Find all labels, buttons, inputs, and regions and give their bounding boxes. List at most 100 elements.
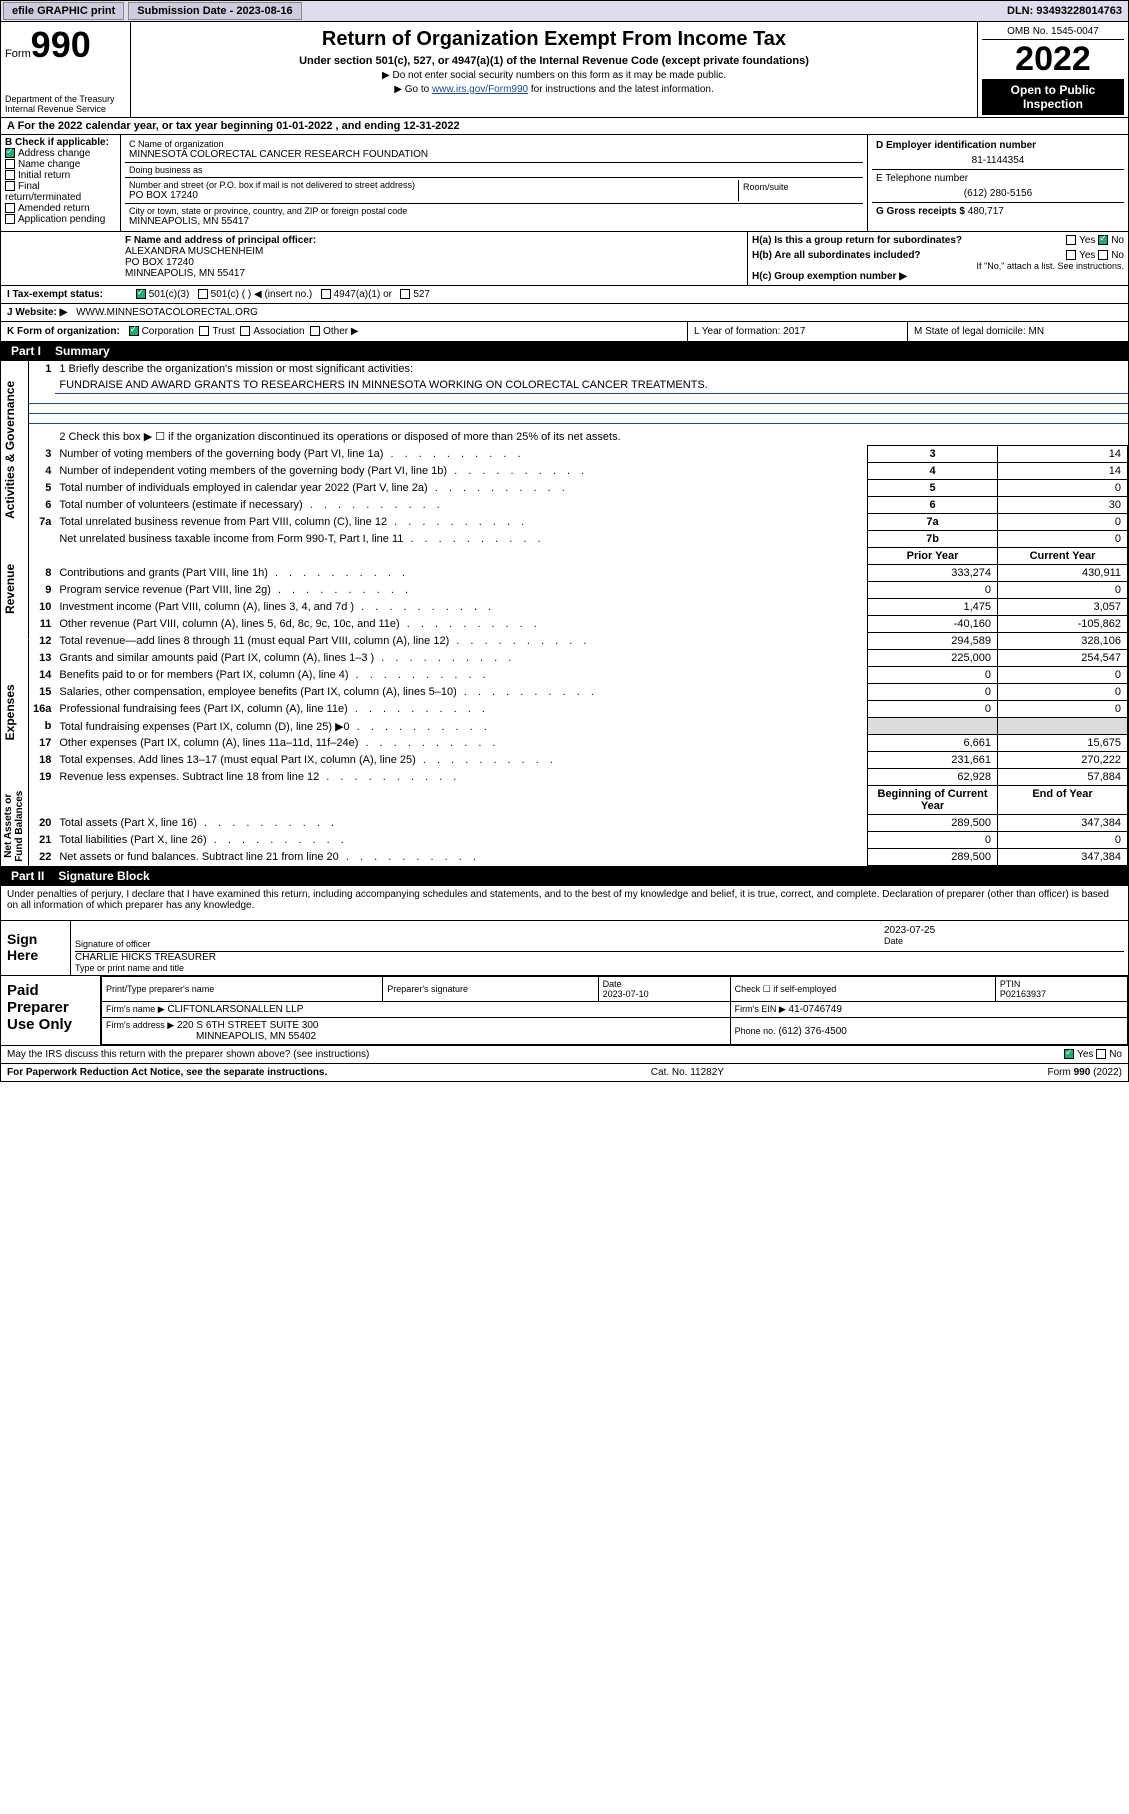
- line1-label: 1 Briefly describe the organization's mi…: [55, 361, 1127, 377]
- prior-val: 0: [868, 832, 998, 849]
- line-desc: Total revenue—add lines 8 through 11 (mu…: [55, 633, 859, 650]
- line-val: 0: [998, 514, 1128, 531]
- line-num: 11: [29, 616, 55, 633]
- line-num: 6: [29, 497, 55, 514]
- line-desc: Grants and similar amounts paid (Part IX…: [55, 650, 859, 667]
- officer-name-title: CHARLIE HICKS TREASURER: [75, 952, 1124, 963]
- box-h: H(a) Is this a group return for subordin…: [748, 232, 1128, 285]
- line-desc: Net unrelated business taxable income fr…: [55, 531, 867, 548]
- rowk-checkbox-0[interactable]: [129, 326, 139, 336]
- boxb-checkbox-5[interactable]: [5, 214, 15, 224]
- form-title: Return of Organization Exempt From Incom…: [135, 28, 973, 51]
- part1-title: Summary: [55, 344, 110, 358]
- current-val: -105,862: [998, 616, 1128, 633]
- prior-val: 289,500: [868, 815, 998, 832]
- may-yes-checkbox[interactable]: [1064, 1049, 1074, 1059]
- form-title-block: Return of Organization Exempt From Incom…: [131, 22, 978, 117]
- line-desc: Total fundraising expenses (Part IX, col…: [55, 718, 859, 735]
- mission-text: FUNDRAISE AND AWARD GRANTS TO RESEARCHER…: [55, 377, 1127, 394]
- boxb-checkbox-4[interactable]: [5, 203, 15, 213]
- hb-yes-checkbox[interactable]: [1066, 250, 1076, 260]
- phone-label: E Telephone number: [876, 173, 1120, 184]
- part1-header: Part I Summary: [0, 342, 1129, 361]
- firm-name-label: Firm's name ▶: [106, 1004, 165, 1014]
- sign-here-label: Sign Here: [1, 921, 71, 975]
- line-desc: Total unrelated business revenue from Pa…: [55, 514, 867, 531]
- org-name-label: C Name of organization: [129, 139, 859, 149]
- ein-label: D Employer identification number: [876, 140, 1120, 151]
- rowk-opt-0: Corporation: [142, 326, 194, 337]
- boxb-label-4: Amended return: [18, 203, 90, 214]
- rowk-checkbox-1[interactable]: [199, 326, 209, 336]
- rowi-checkbox-0[interactable]: [136, 289, 146, 299]
- may-no-checkbox[interactable]: [1096, 1049, 1106, 1059]
- rowk-checkbox-3[interactable]: [310, 326, 320, 336]
- prior-val: 289,500: [868, 849, 998, 866]
- sig-date-label: Date: [884, 936, 1124, 946]
- prior-val: 294,589: [868, 633, 998, 650]
- irs-link[interactable]: www.irs.gov/Form990: [432, 84, 528, 95]
- boxb-checkbox-1[interactable]: [5, 159, 15, 169]
- part1-label: Part I: [11, 344, 41, 358]
- line-num: 16a: [29, 701, 55, 718]
- line-box: 4: [868, 463, 998, 480]
- footer-mid: Cat. No. 11282Y: [651, 1067, 724, 1078]
- section-bcdeg: B Check if applicable: Address changeNam…: [0, 135, 1129, 232]
- boxb-checkbox-2[interactable]: [5, 170, 15, 180]
- current-year-header: Current Year: [998, 548, 1128, 565]
- ha-no-checkbox[interactable]: [1098, 235, 1108, 245]
- firm-ein-label: Firm's EIN ▶: [735, 1004, 786, 1014]
- line-desc: Total number of individuals employed in …: [55, 480, 867, 497]
- box-c: C Name of organization MINNESOTA COLOREC…: [121, 135, 868, 231]
- dln-label: DLN:: [1007, 5, 1036, 17]
- line-desc: Other revenue (Part VIII, column (A), li…: [55, 616, 859, 633]
- efile-print-button[interactable]: efile GRAPHIC print: [3, 2, 124, 20]
- boxb-checkbox-0[interactable]: [5, 148, 15, 158]
- rowi-checkbox-3[interactable]: [400, 289, 410, 299]
- form-header: Form990 Department of the Treasury Inter…: [0, 22, 1129, 118]
- line-box: 7b: [868, 531, 998, 548]
- pp-h1: Preparer's signature: [383, 977, 598, 1002]
- rowi-checkbox-2[interactable]: [321, 289, 331, 299]
- boxb-label-5: Application pending: [18, 214, 105, 225]
- prior-val: 0: [868, 684, 998, 701]
- line-num: 7a: [29, 514, 55, 531]
- row-i: I Tax-exempt status: 501(c)(3) 501(c) ( …: [0, 286, 1129, 304]
- gross-receipts-label: G Gross receipts $: [876, 206, 965, 217]
- spacer: [1, 232, 121, 285]
- line-desc: Total number of volunteers (estimate if …: [55, 497, 867, 514]
- form-number: 990: [31, 24, 91, 65]
- pp-h2: Date: [603, 979, 622, 989]
- current-val: 347,384: [998, 849, 1128, 866]
- hb-note: If "No," attach a list. See instructions…: [752, 261, 1124, 271]
- rowk-checkbox-2[interactable]: [240, 326, 250, 336]
- line-num: 9: [29, 582, 55, 599]
- firm-phone: (612) 376-4500: [778, 1026, 846, 1037]
- current-val: [998, 718, 1128, 735]
- prior-val: 0: [868, 701, 998, 718]
- city-label: City or town, state or province, country…: [129, 206, 859, 216]
- rowi-opt-0: 501(c)(3): [149, 289, 190, 300]
- declaration-text: Under penalties of perjury, I declare th…: [7, 889, 1122, 911]
- ha-no-label: No: [1111, 235, 1124, 246]
- line-val: 0: [998, 531, 1128, 548]
- boxb-checkbox-3[interactable]: [5, 181, 15, 191]
- sig-officer-label: Signature of officer: [75, 939, 884, 949]
- line-num: [29, 531, 55, 548]
- ha-yes-checkbox[interactable]: [1066, 235, 1076, 245]
- dln-value: 93493228014763: [1036, 5, 1122, 17]
- boxb-label-2: Initial return: [18, 170, 70, 181]
- line-num: 5: [29, 480, 55, 497]
- hb-no-checkbox[interactable]: [1098, 250, 1108, 260]
- tax-exempt-label: I Tax-exempt status:: [7, 289, 103, 300]
- line-val: 14: [998, 463, 1128, 480]
- rowi-checkbox-1[interactable]: [198, 289, 208, 299]
- line-val: 0: [998, 480, 1128, 497]
- summary-section: Activities & Governance Revenue Expenses…: [0, 361, 1129, 867]
- note2-post: for instructions and the latest informat…: [528, 84, 714, 95]
- vlabel-revenue: Revenue: [1, 538, 29, 639]
- may-no-label: No: [1109, 1049, 1122, 1060]
- pp-h0: Print/Type preparer's name: [102, 977, 383, 1002]
- hc-label: H(c) Group exemption number ▶: [752, 271, 1124, 282]
- boxb-label-3: Final return/terminated: [5, 181, 81, 203]
